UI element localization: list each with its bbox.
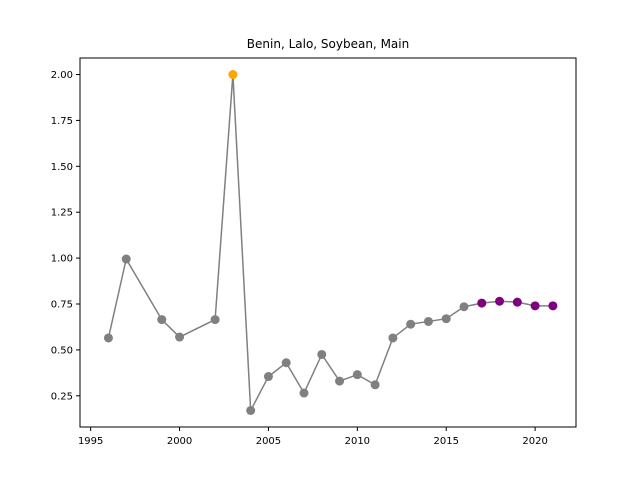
y-tick-label: 0.75 — [51, 300, 73, 311]
x-tick-label: 1995 — [78, 436, 103, 447]
data-point — [317, 349, 327, 359]
data-point — [459, 302, 469, 312]
data-point — [175, 332, 185, 342]
x-tick-label: 2020 — [522, 436, 547, 447]
plot-area — [103, 70, 558, 415]
data-point — [530, 301, 540, 311]
data-point — [512, 297, 522, 307]
data-point — [370, 380, 380, 390]
x-tick-label: 2010 — [345, 436, 370, 447]
x-axis: 1995 2000 2005 2010 2015 2020 — [78, 427, 548, 447]
data-point — [441, 314, 451, 324]
data-point — [228, 70, 238, 80]
data-point — [335, 376, 345, 386]
y-tick-label: 1.50 — [51, 162, 73, 173]
data-point — [281, 358, 291, 368]
data-point — [121, 254, 131, 264]
x-tick-label: 2000 — [167, 436, 192, 447]
series-line — [107, 74, 553, 414]
data-point — [103, 333, 113, 343]
data-point — [406, 319, 416, 329]
y-tick-label: 1.75 — [51, 116, 73, 127]
data-point — [423, 316, 433, 326]
x-tick-label: 2015 — [433, 436, 458, 447]
data-point — [495, 296, 505, 306]
y-axis: 0.25 0.50 0.75 1.00 1.25 1.50 1.75 2.00 — [51, 70, 80, 402]
data-point — [477, 298, 487, 308]
data-point — [548, 301, 558, 311]
data-point — [388, 333, 398, 343]
data-point — [210, 315, 220, 325]
data-point — [157, 315, 167, 325]
y-tick-label: 0.50 — [51, 345, 73, 356]
y-tick-label: 1.00 — [51, 254, 73, 265]
y-tick-label: 1.25 — [51, 208, 73, 219]
data-point — [263, 372, 273, 382]
axes-frame — [79, 57, 577, 428]
data-point — [246, 405, 256, 415]
y-tick-label: 0.25 — [51, 391, 73, 402]
x-tick-label: 2005 — [256, 436, 281, 447]
y-tick-label: 2.00 — [51, 70, 73, 81]
data-point — [352, 370, 362, 380]
chart-title: Benin, Lalo, Soybean, Main — [247, 37, 409, 51]
data-point — [299, 388, 309, 398]
